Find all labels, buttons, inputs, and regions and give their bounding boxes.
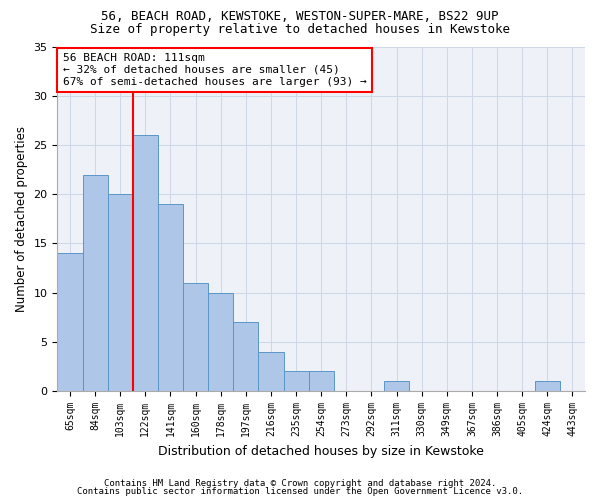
Text: Contains HM Land Registry data © Crown copyright and database right 2024.: Contains HM Land Registry data © Crown c… (104, 478, 496, 488)
Bar (183, 283, 208, 391)
Text: 56, BEACH ROAD, KEWSTOKE, WESTON-SUPER-MARE, BS22 9UP: 56, BEACH ROAD, KEWSTOKE, WESTON-SUPER-M… (101, 10, 499, 23)
Bar (208, 292, 233, 391)
Y-axis label: Number of detached properties: Number of detached properties (15, 126, 28, 312)
Bar (158, 204, 183, 391)
Text: Size of property relative to detached houses in Kewstoke: Size of property relative to detached ho… (90, 22, 510, 36)
Bar (284, 372, 308, 391)
Bar (535, 382, 560, 391)
Bar (133, 135, 158, 391)
Bar (384, 382, 409, 391)
Text: Contains public sector information licensed under the Open Government Licence v3: Contains public sector information licen… (77, 487, 523, 496)
Text: 56 BEACH ROAD: 111sqm
← 32% of detached houses are smaller (45)
67% of semi-deta: 56 BEACH ROAD: 111sqm ← 32% of detached … (62, 54, 367, 86)
Bar (308, 372, 334, 391)
Bar (259, 352, 284, 391)
Bar (107, 194, 133, 391)
Bar (83, 174, 107, 391)
Bar (233, 322, 259, 391)
Bar (58, 254, 83, 391)
X-axis label: Distribution of detached houses by size in Kewstoke: Distribution of detached houses by size … (158, 444, 484, 458)
